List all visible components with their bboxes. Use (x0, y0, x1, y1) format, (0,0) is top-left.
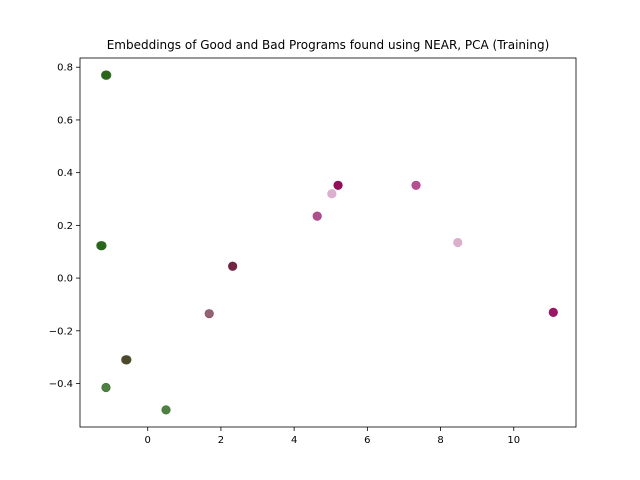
data-point-15 (548, 307, 558, 317)
y-tick-label: 0.6 (57, 115, 73, 126)
x-tick-label: 10 (507, 435, 520, 446)
x-tick-label: 6 (364, 435, 370, 446)
x-tick-label: 4 (291, 435, 297, 446)
plot-frame (79, 57, 577, 428)
data-point-9 (228, 261, 238, 271)
y-tick-label: 0.0 (57, 274, 73, 285)
y-tick-label: 0.4 (57, 168, 73, 179)
data-point-8 (204, 309, 214, 319)
data-point-11 (327, 189, 337, 199)
x-axis: 0 2 4 6 8 10 (145, 427, 520, 446)
y-tick-label: 0.8 (57, 63, 73, 74)
data-point-12 (333, 180, 343, 190)
data-point-6 (101, 382, 111, 393)
x-tick-label: 2 (218, 435, 224, 446)
data-point-13 (411, 180, 421, 190)
data-point-10 (312, 211, 322, 221)
data-point-7 (161, 405, 171, 415)
data-point-3 (97, 241, 107, 251)
x-tick-label: 8 (437, 435, 443, 446)
data-points (96, 70, 558, 415)
chart-title: Embeddings of Good and Bad Programs foun… (107, 38, 550, 52)
data-point-14 (453, 237, 463, 248)
data-point-5 (122, 355, 132, 365)
data-point-1 (102, 70, 112, 80)
x-tick-label: 0 (145, 435, 151, 446)
y-axis: −0.4 −0.2 0.0 0.2 0.4 0.6 0.8 (49, 63, 80, 390)
y-tick-label: −0.2 (49, 326, 73, 337)
y-tick-label: 0.2 (57, 221, 73, 232)
y-tick-label: −0.4 (49, 379, 73, 390)
